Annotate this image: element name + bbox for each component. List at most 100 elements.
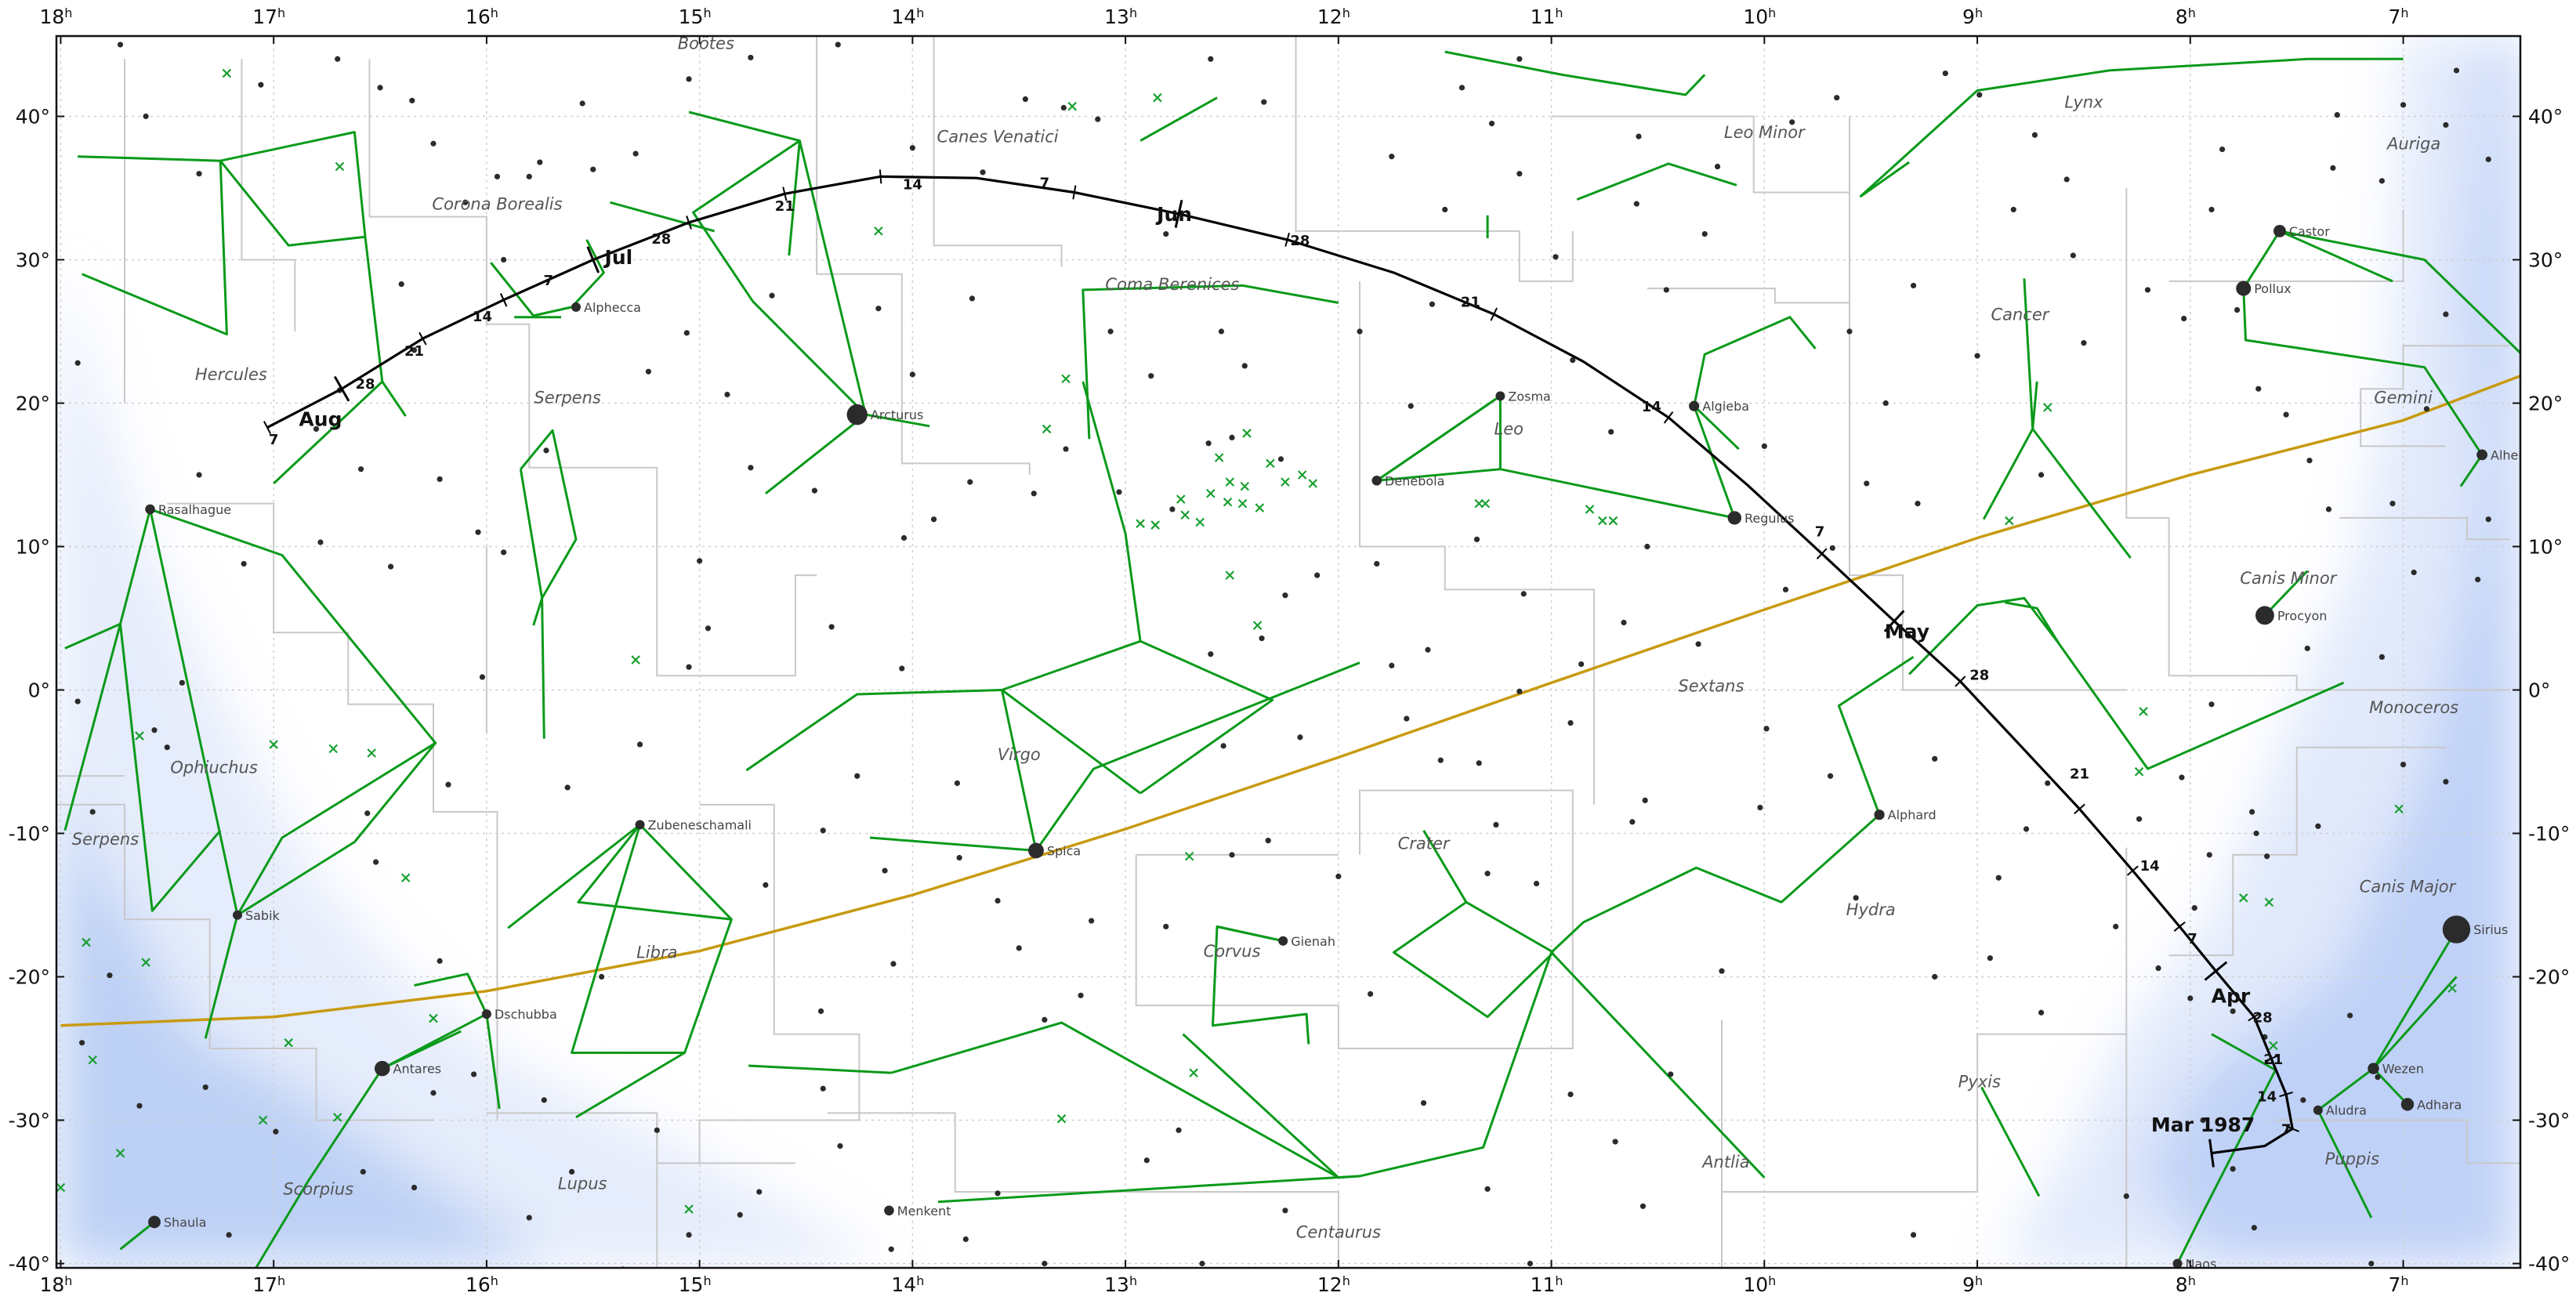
deep-sky-object-icon (1240, 481, 1250, 491)
deep-sky-object-icon (88, 1055, 97, 1065)
ra-axis-label: 16h (466, 1273, 498, 1296)
path-date-label: 21 (2070, 766, 2089, 783)
path-date-tick (1816, 548, 1828, 559)
constellation-label: Virgo (998, 745, 1041, 764)
constellation-line (119, 624, 222, 912)
milky-way-west (2143, 36, 2520, 1268)
ra-axis-label: 7h (2389, 1273, 2409, 1296)
constellation-boundary (1647, 288, 1850, 304)
star (1789, 119, 1795, 125)
labels: Boötes Canes Venatici Leo Minor Lynx Auriga C… (72, 36, 2520, 1268)
star (1516, 171, 1523, 177)
deep-sky-object-icon (284, 1037, 293, 1048)
star-label: Alphard (1888, 808, 1937, 823)
path-month-label: Jun (1155, 203, 1192, 226)
constellation-boundary (56, 803, 433, 1121)
constellation-label: Canes Venatici (937, 127, 1059, 146)
star (956, 855, 962, 861)
star (1644, 543, 1650, 550)
constellation-label: Monoceros (2369, 698, 2458, 717)
star (1297, 734, 1303, 741)
star (377, 85, 383, 91)
star (2443, 121, 2449, 129)
star-label: Regulus (1745, 511, 1794, 526)
ra-axis-label: 16h (466, 5, 498, 28)
star-label: Arcturus (871, 407, 923, 422)
star (1995, 875, 2002, 881)
star (1429, 301, 1436, 307)
star (1567, 1091, 1574, 1098)
constellation-line (204, 914, 239, 1039)
path-month-tick (2204, 961, 2228, 981)
constellation-label: Cancer (1991, 305, 2049, 324)
constellation-line (1550, 951, 1766, 1179)
path-month-tick (333, 375, 350, 402)
constellation-label: Coma Berenices (1105, 275, 1239, 294)
constellation-line (485, 1013, 501, 1110)
constellation-line (2242, 230, 2484, 487)
star (2400, 102, 2407, 108)
constellation-boundary (2339, 516, 2510, 541)
star (632, 150, 639, 157)
path-date-tick (782, 186, 788, 201)
path-date-tick (2074, 803, 2085, 815)
star (313, 425, 320, 433)
star (2045, 780, 2051, 787)
constellation-line (2279, 230, 2520, 354)
deep-sky-object-icon (1585, 505, 1595, 514)
path-date-label: 14 (1642, 399, 1661, 415)
deep-sky-object-icon (1237, 498, 1248, 509)
path-date-label: 28 (651, 231, 671, 248)
named-star-procyon (2255, 606, 2274, 625)
star (1864, 480, 1870, 487)
constellation-boundary (816, 36, 1031, 475)
star (1761, 443, 1767, 449)
star (1357, 328, 1363, 335)
constellation-line (2031, 381, 2038, 429)
star (1176, 1127, 1182, 1133)
deep-sky-object-icon (400, 873, 411, 883)
star (1942, 70, 1948, 77)
star (1719, 968, 1725, 974)
constellation-line (2372, 976, 2458, 1070)
star (1016, 945, 1022, 951)
star (1374, 560, 1380, 567)
star (811, 487, 817, 494)
ra-axis-label: 18h (39, 5, 72, 28)
dec-axis-label: 40° (2528, 105, 2563, 128)
deep-sky-object-icon (1206, 489, 1216, 498)
path-date-tick (2126, 865, 2139, 876)
star (820, 827, 826, 834)
star (1763, 726, 1770, 732)
star (1089, 918, 1095, 924)
path-date-label: 14 (473, 309, 492, 325)
star-label: Antares (393, 1062, 442, 1077)
path-month-tick (1883, 610, 1905, 632)
named-star-wezen (2368, 1063, 2379, 1074)
milky-way-east (56, 762, 551, 1268)
constellation-label: Lynx (2064, 93, 2103, 112)
star (875, 306, 882, 312)
constellation-line (1375, 316, 1817, 520)
ra-axis-label: 9h (1962, 5, 1983, 28)
star (2315, 823, 2321, 829)
star (2443, 779, 2449, 785)
path-date-label: 21 (404, 343, 424, 360)
constellation-line (937, 1175, 1360, 1204)
ra-axis-label: 13h (1104, 1273, 1137, 1296)
star (537, 159, 543, 165)
deep-sky-object-icon (1480, 498, 1491, 509)
star (1932, 755, 1938, 762)
deep-sky-object-icon (1225, 477, 1235, 487)
star (930, 516, 937, 523)
star (2249, 809, 2255, 815)
plot-frame (55, 34, 2522, 1269)
ra-axis-unit: h (1129, 5, 1137, 20)
star (317, 539, 324, 545)
ra-axis-label: 14h (891, 1273, 924, 1296)
star (2010, 206, 2016, 213)
path-date-tick (1955, 675, 1966, 687)
constellation-label: Corvus (1204, 942, 1261, 961)
deep-sky-object-icon (874, 226, 883, 236)
star (1476, 760, 1482, 766)
